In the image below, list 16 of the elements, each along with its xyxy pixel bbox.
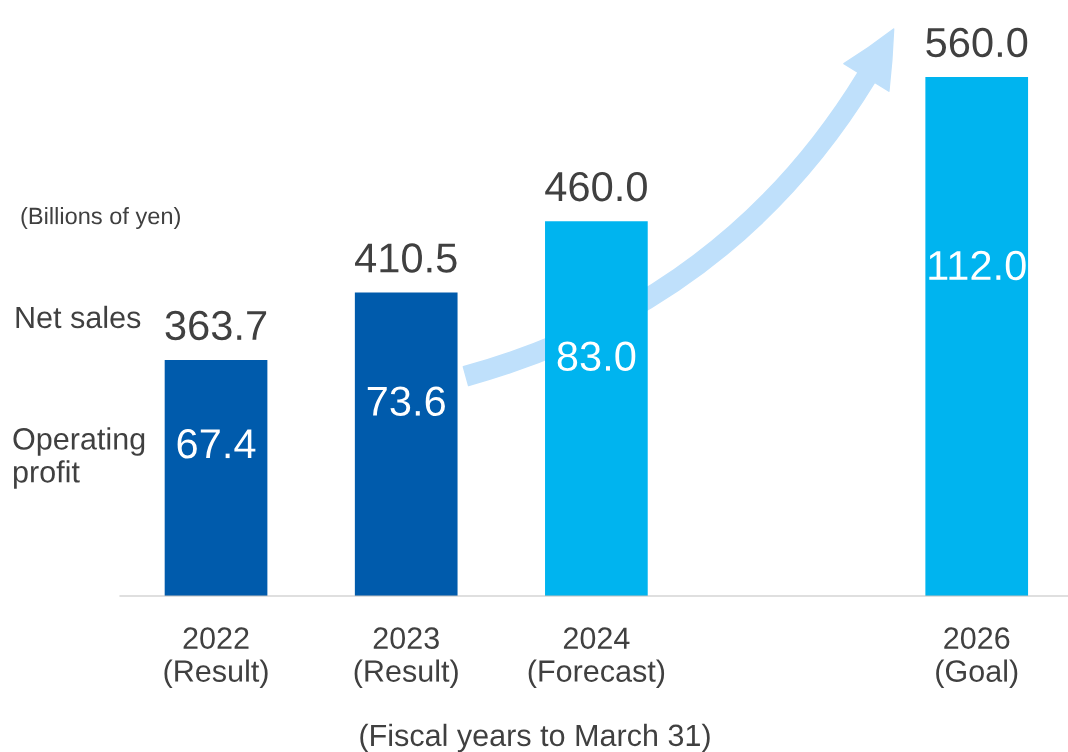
x-tick-label: 2026 (Goal): [936, 627, 1018, 688]
annotation: 67.4: [177, 429, 256, 459]
data-label: 363.7: [165, 310, 267, 341]
data-label: 460.0: [545, 171, 647, 202]
x-tick-label: 2023 (Result): [354, 627, 458, 688]
x-tick-label: 2022 (Result): [164, 627, 268, 688]
annotation: Operating profit: [13, 427, 145, 489]
x-tick-label: 2024 (Forecast): [528, 627, 665, 688]
text: (Fiscal years to March 31): [360, 723, 710, 752]
annotation: (Billions of yen): [21, 207, 180, 229]
annotation: 73.6: [367, 386, 445, 416]
annotation: 83.0: [557, 341, 636, 372]
data-label: 560.0: [926, 27, 1028, 58]
annotation: 112.0: [929, 250, 1026, 281]
annotation: Net sales: [16, 305, 141, 329]
data-label: 410.5: [355, 243, 457, 273]
